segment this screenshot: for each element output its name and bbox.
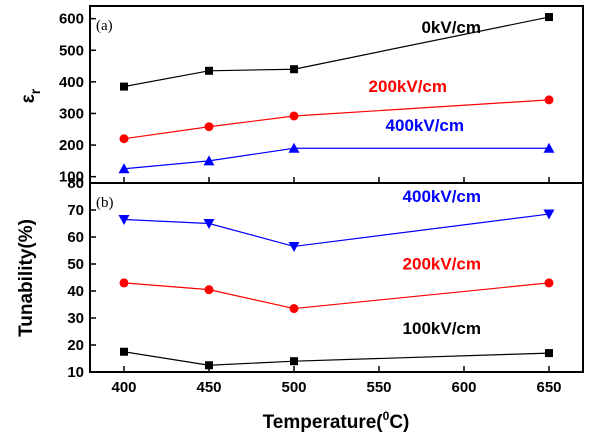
data-point <box>119 278 129 288</box>
data-point <box>118 214 130 225</box>
data-point <box>203 155 215 166</box>
series-line <box>123 282 550 310</box>
series-line <box>123 16 550 88</box>
data-point <box>545 13 553 22</box>
x-tick-label: 600 <box>451 379 476 396</box>
panel-a-ticks: 100 200 300 400 500 600 <box>59 11 550 186</box>
series-line <box>123 351 550 366</box>
y-tick-label: 100 <box>59 169 84 186</box>
data-point <box>290 65 298 74</box>
epsilon-subscript: r <box>27 88 43 94</box>
series-label: 400kV/cm <box>386 116 464 135</box>
x-tick-label: 550 <box>366 379 391 396</box>
series-label: 100kV/cm <box>403 319 481 338</box>
y-tick-label: 30 <box>67 310 84 327</box>
series-line <box>123 147 549 170</box>
series-line <box>123 213 550 248</box>
data-point <box>290 357 298 366</box>
data-point <box>120 347 128 356</box>
x-axis-label-superscript: 0 <box>383 409 390 423</box>
data-point <box>288 241 300 252</box>
x-axis-label-main: Temperature( <box>263 412 384 433</box>
data-point <box>204 122 214 132</box>
x-tick-label: 500 <box>281 379 306 396</box>
panel-a-series <box>118 13 555 174</box>
y-tick-label: 50 <box>67 256 84 273</box>
x-tick-label: 450 <box>196 379 221 396</box>
y-tick-label: 40 <box>67 283 84 300</box>
panel-a-label: (a) <box>96 18 113 34</box>
panel-b: 10 20 30 40 50 60 70 80 400 450 500 550 600 650 400kV… <box>16 175 584 433</box>
data-point <box>205 66 213 75</box>
data-point <box>289 304 299 314</box>
series-label: 200kV/cm <box>369 77 447 96</box>
data-point <box>289 111 299 121</box>
series-label: 0kV/cm <box>421 18 481 37</box>
y-tick-label: 10 <box>67 364 84 381</box>
data-point <box>288 142 300 153</box>
series-label: 200kV/cm <box>403 254 481 273</box>
series-label: 400kV/cm <box>403 187 481 206</box>
y-tick-label: 60 <box>67 229 84 246</box>
panel-a-series-labels: 0kV/cm 200kV/cm 400kV/cm <box>369 18 481 135</box>
data-point <box>118 163 130 174</box>
y-tick-label: 20 <box>67 337 84 354</box>
y-tick-label: 600 <box>59 11 84 28</box>
y-tick-label: 70 <box>67 202 84 219</box>
series-line <box>123 99 550 140</box>
data-point <box>120 82 128 91</box>
panel-b-y-axis-label: Tunability(%) <box>16 219 37 337</box>
y-tick-label: 200 <box>59 137 84 154</box>
epsilon-symbol: ε <box>18 94 39 103</box>
y-tick-label: 400 <box>59 74 84 91</box>
y-tick-label: 500 <box>59 42 84 59</box>
x-axis-label-unit: C) <box>389 412 409 433</box>
data-point <box>544 95 554 105</box>
panel-a: 100 200 300 400 500 600 0kV/cm 200kV/cm 400kV/c… <box>18 5 584 186</box>
data-point <box>543 209 555 220</box>
panel-a-frame <box>89 5 584 184</box>
data-point <box>119 134 129 144</box>
y-tick-label: 300 <box>59 105 84 122</box>
data-point <box>543 142 555 153</box>
x-tick-label: 650 <box>536 379 561 396</box>
data-point <box>203 219 215 229</box>
panel-b-series-labels: 400kV/cm 200kV/cm 100kV/cm <box>403 187 481 338</box>
y-tick-label: 80 <box>67 175 84 192</box>
data-point <box>205 361 213 370</box>
panel-b-series <box>118 209 555 370</box>
x-axis-label: Temperature(0C) <box>263 409 410 433</box>
data-point <box>544 278 554 288</box>
panel-a-y-axis-label: εr <box>18 88 43 103</box>
panel-b-frame <box>89 182 584 373</box>
data-point <box>545 349 553 358</box>
data-point <box>204 285 214 295</box>
panel-b-ticks: 10 20 30 40 50 60 70 80 400 450 500 550 600 650 <box>67 175 561 396</box>
panel-b-label: (b) <box>96 195 114 211</box>
x-tick-label: 400 <box>111 379 136 396</box>
